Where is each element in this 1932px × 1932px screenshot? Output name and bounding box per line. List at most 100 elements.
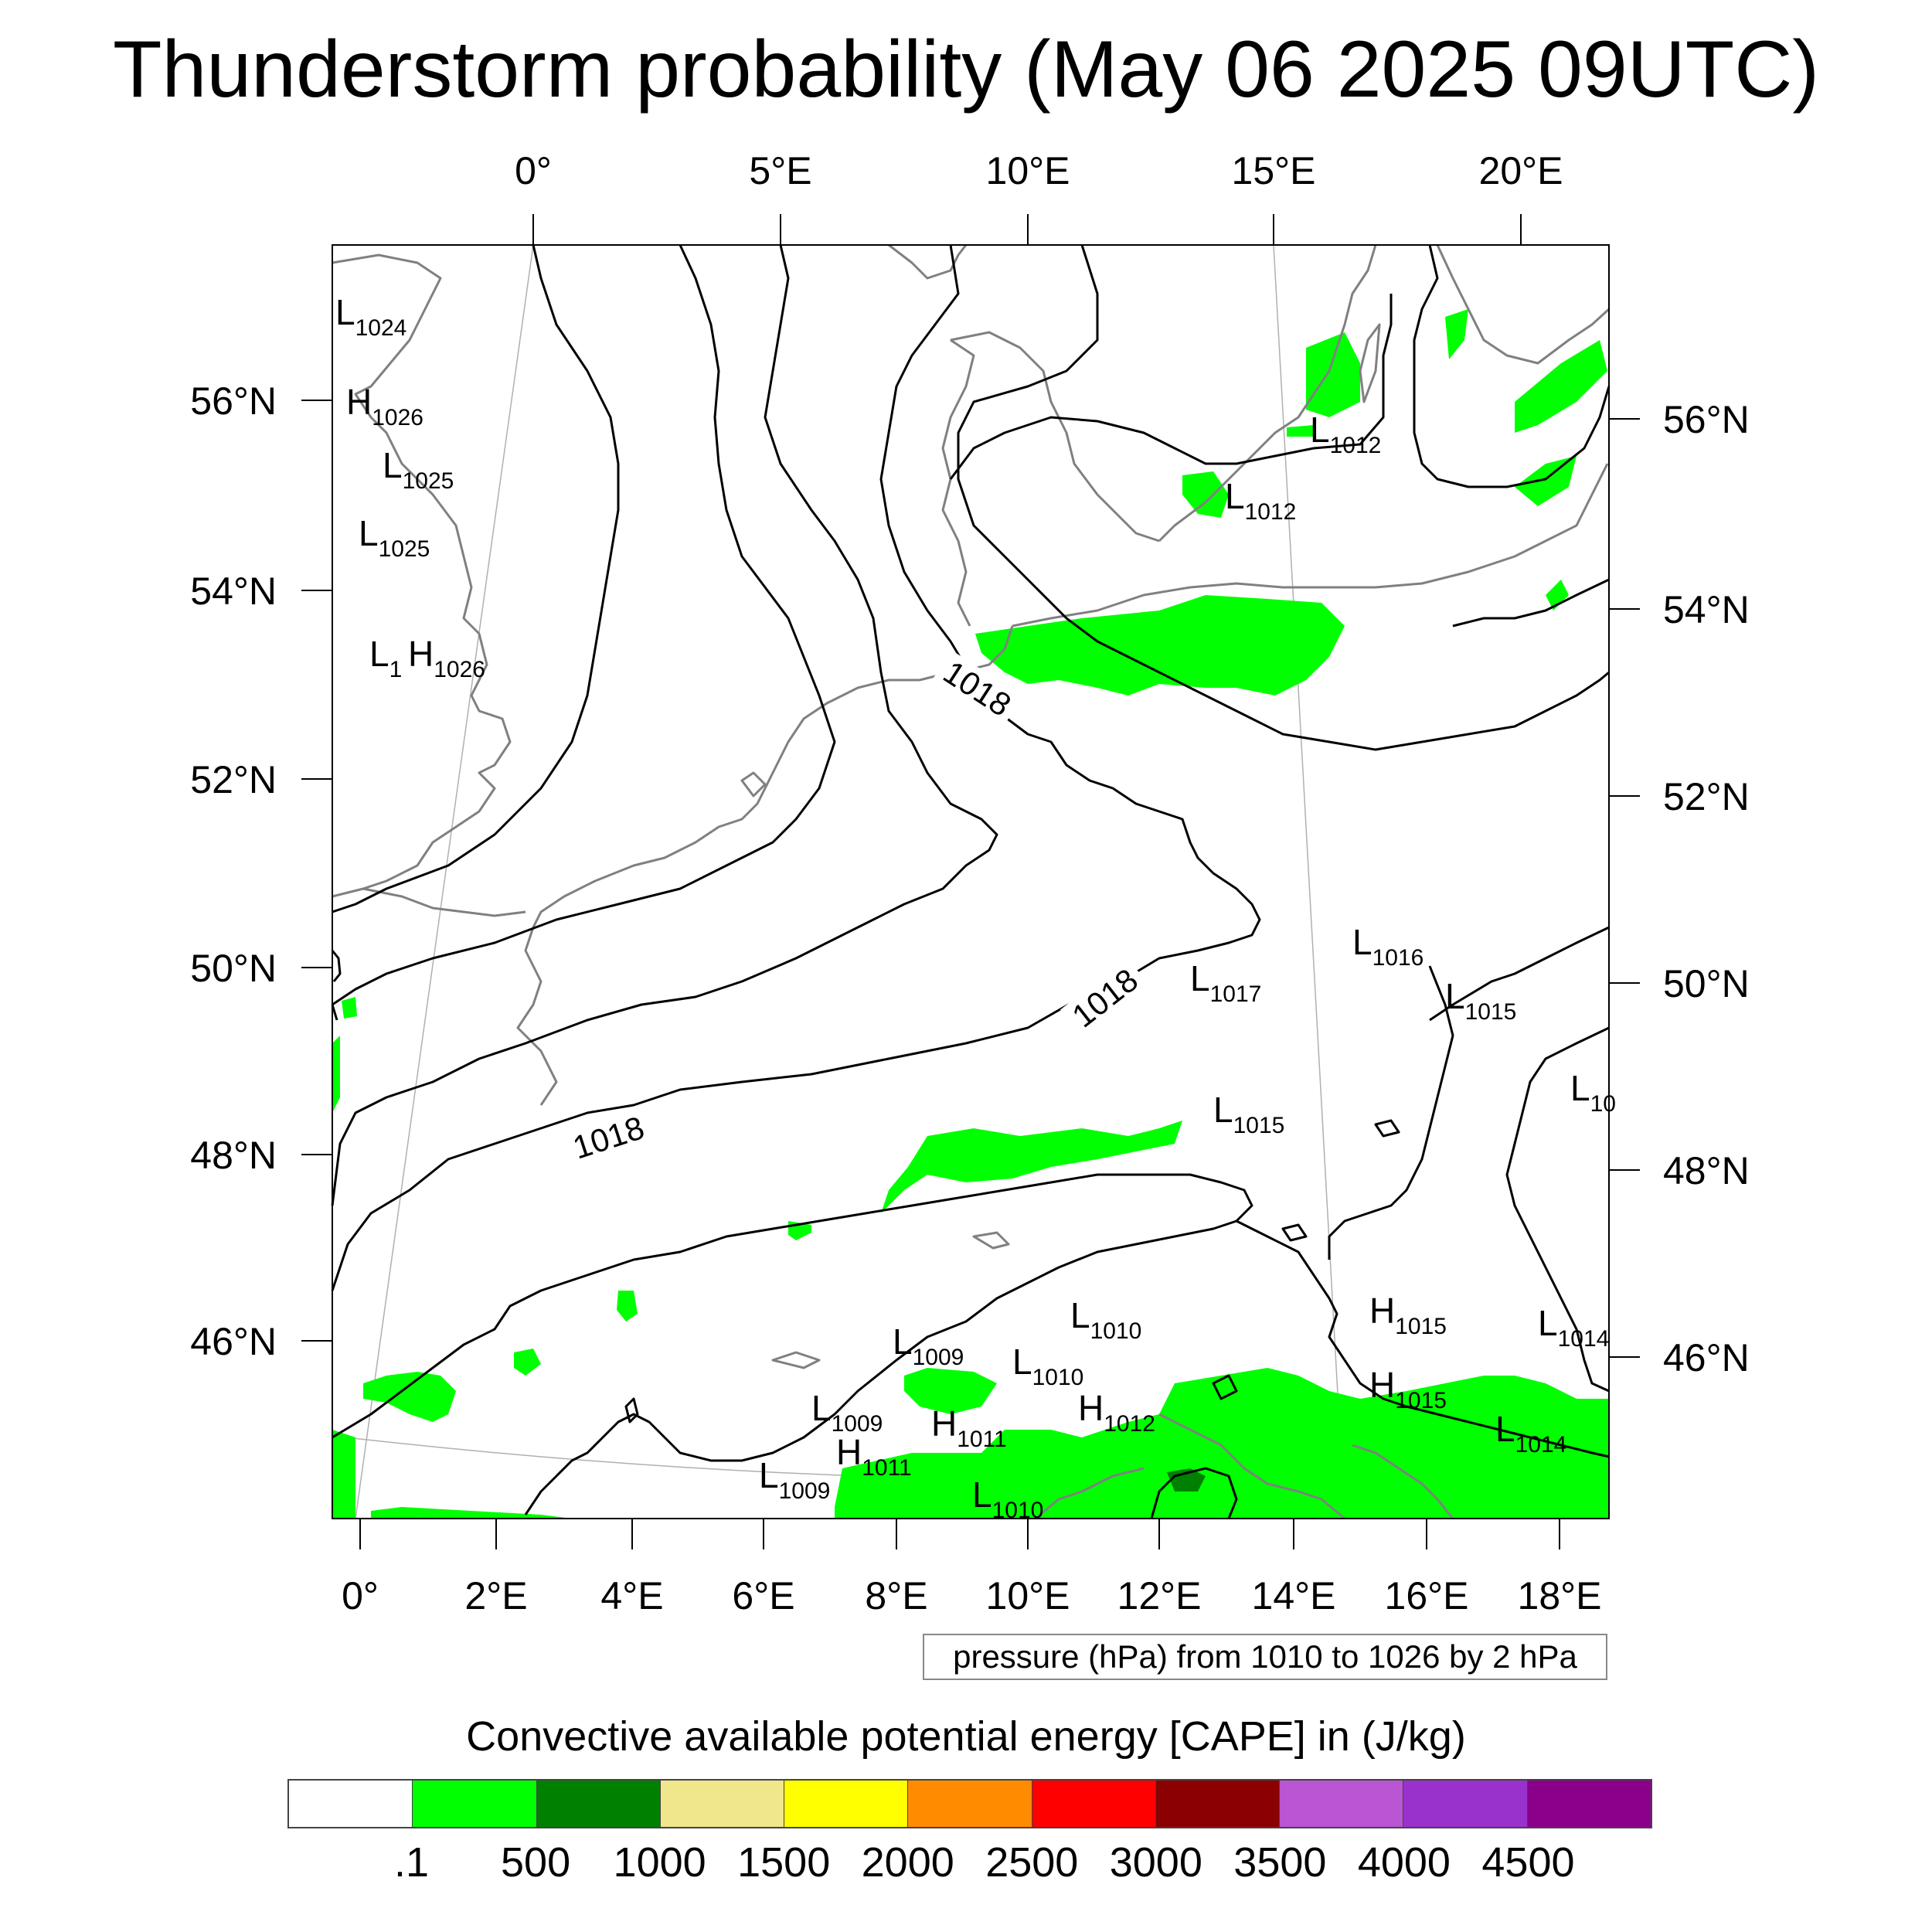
cape-area-poland bbox=[1546, 580, 1569, 611]
svg-text:H1026: H1026 bbox=[346, 382, 423, 430]
coastline-uk-south bbox=[332, 887, 526, 917]
svg-text:L1025: L1025 bbox=[383, 445, 454, 494]
colorbar-label: 2500 bbox=[985, 1839, 1079, 1886]
coastline-france-west bbox=[516, 927, 558, 1106]
coastline-gotland bbox=[1359, 323, 1381, 403]
cape-area-lithuania bbox=[1515, 456, 1577, 506]
svg-text:L1010: L1010 bbox=[1012, 1342, 1083, 1390]
coastline-lake-geneva bbox=[771, 1351, 821, 1369]
right-lat-label: 54°N bbox=[1663, 588, 1750, 631]
svg-text:L1010: L1010 bbox=[1070, 1295, 1141, 1344]
isobar-3 bbox=[331, 244, 998, 1206]
cape-area-france-patch2 bbox=[514, 1349, 541, 1376]
svg-text:L1009: L1009 bbox=[893, 1321, 964, 1370]
svg-text:L1014: L1014 bbox=[1495, 1409, 1566, 1458]
svg-text:L1012: L1012 bbox=[1225, 476, 1296, 525]
pressure-center: L1014 bbox=[1538, 1303, 1609, 1352]
colorbar-label: .1 bbox=[394, 1839, 430, 1886]
cape-shading-mid bbox=[1167, 1468, 1206, 1492]
plot-frame bbox=[332, 245, 1609, 1519]
pressure-center: L1009 bbox=[893, 1321, 964, 1370]
coastline-croatia bbox=[1352, 1444, 1454, 1519]
cape-area-france-patch1 bbox=[617, 1291, 638, 1321]
pressure-center: L1009 bbox=[759, 1455, 830, 1504]
svg-text:L1024: L1024 bbox=[335, 292, 406, 341]
left-lat-label: 52°N bbox=[190, 758, 277, 801]
colorbar-title: Convective available potential energy [C… bbox=[466, 1713, 1466, 1760]
pressure-center: L1015 bbox=[1445, 976, 1516, 1025]
svg-text:L1015: L1015 bbox=[1445, 976, 1516, 1025]
colorbar-swatch bbox=[1527, 1781, 1651, 1827]
coastline-adriatic bbox=[1158, 1413, 1345, 1520]
pressure-center: L1017 bbox=[1190, 958, 1261, 1007]
bottom-lon-label: 18°E bbox=[1518, 1574, 1602, 1617]
left-lat-label: 54°N bbox=[190, 570, 277, 613]
isobar-east-1 bbox=[1328, 965, 1454, 1260]
pressure-center: L1009 bbox=[811, 1388, 883, 1437]
pressure-center: H1015 bbox=[1369, 1365, 1447, 1413]
isobar-east-2 bbox=[1505, 1026, 1610, 1393]
isobar-alps-3 bbox=[1236, 1219, 1610, 1458]
map-title: Thunderstorm probability (May 06 2025 09… bbox=[112, 25, 1820, 114]
cape-area-alps-core bbox=[904, 1368, 997, 1414]
cape-area-italy-core bbox=[1167, 1468, 1206, 1492]
svg-text:H1011: H1011 bbox=[931, 1403, 1007, 1452]
svg-text:L1009: L1009 bbox=[811, 1388, 883, 1437]
pressure-center: L1024 bbox=[335, 292, 406, 341]
top-lon-label: 0° bbox=[515, 149, 552, 192]
right-lat-label: 50°N bbox=[1663, 962, 1750, 1005]
isobar-loop-2 bbox=[1212, 1374, 1238, 1400]
isobar-7 bbox=[1413, 244, 1611, 488]
colorbar-swatch bbox=[908, 1781, 1032, 1827]
pressure-center: H1026 bbox=[408, 634, 485, 682]
coastline-norway bbox=[888, 243, 968, 280]
right-lat-label: 56°N bbox=[1663, 398, 1750, 441]
coastline-baltic-south bbox=[1012, 463, 1609, 628]
bottom-lon-label: 14°E bbox=[1252, 1574, 1336, 1617]
colorbar-swatch bbox=[1155, 1781, 1281, 1827]
cape-shading bbox=[332, 309, 1609, 1519]
svg-text:L1017: L1017 bbox=[1190, 958, 1261, 1007]
top-lon-label: 5°E bbox=[749, 149, 811, 192]
svg-text:L1012: L1012 bbox=[1310, 410, 1381, 458]
pressure-center: H1015 bbox=[1369, 1291, 1447, 1339]
bottom-longitude-axis: 0° 2°E 4°E 6°E 8°E 10°E 12°E 14°E 16°E 1… bbox=[342, 1519, 1601, 1617]
cape-area-sweden bbox=[1306, 332, 1360, 417]
pressure-center: L1016 bbox=[1352, 922, 1423, 971]
svg-text:L1015: L1015 bbox=[1213, 1090, 1284, 1138]
bottom-lon-label: 16°E bbox=[1385, 1574, 1469, 1617]
colorbar-swatch bbox=[1032, 1781, 1156, 1827]
top-lon-label: 15°E bbox=[1232, 149, 1316, 192]
svg-text:L1014: L1014 bbox=[1538, 1303, 1609, 1352]
bottom-lon-label: 10°E bbox=[986, 1574, 1070, 1617]
right-lat-label: 46°N bbox=[1663, 1336, 1750, 1379]
coastline-lake-constance bbox=[972, 1231, 1010, 1250]
pressure-center: L1015 bbox=[1213, 1090, 1284, 1138]
colorbar-label: 4500 bbox=[1481, 1839, 1575, 1886]
pressure-center: L1012 bbox=[1225, 476, 1296, 525]
colorbar-swatch bbox=[289, 1781, 413, 1827]
isobar-4 bbox=[331, 244, 1261, 1291]
cape-area-west-coast bbox=[342, 997, 357, 1019]
cape-area-latvia bbox=[1515, 340, 1607, 433]
colorbar bbox=[287, 1779, 1652, 1828]
top-longitude-axis: 0° 5°E 10°E 15°E 20°E bbox=[515, 149, 1563, 245]
colorbar-label: 2000 bbox=[861, 1839, 954, 1886]
isobar-6 bbox=[949, 294, 1393, 480]
coastline-ijsselmeer bbox=[740, 771, 767, 798]
cape-area-small-se bbox=[1287, 425, 1314, 437]
pressure-center: L1010 bbox=[1070, 1295, 1141, 1344]
isobar-8 bbox=[1452, 578, 1610, 628]
pressure-center: L10 bbox=[1570, 1068, 1616, 1117]
pressure-center: L1025 bbox=[359, 513, 430, 562]
coastline-baltic-east bbox=[1436, 244, 1611, 365]
left-lat-label: 48°N bbox=[190, 1134, 277, 1177]
left-lat-label: 56°N bbox=[190, 379, 277, 423]
top-lon-label: 10°E bbox=[986, 149, 1070, 192]
pressure-center: H1012 bbox=[1078, 1388, 1155, 1437]
coastlines bbox=[332, 243, 1611, 1520]
colorbar-swatch bbox=[536, 1781, 661, 1827]
colorbar-label: 1000 bbox=[613, 1839, 706, 1886]
bottom-lon-label: 0° bbox=[342, 1574, 379, 1617]
svg-text:H1015: H1015 bbox=[1369, 1365, 1447, 1413]
